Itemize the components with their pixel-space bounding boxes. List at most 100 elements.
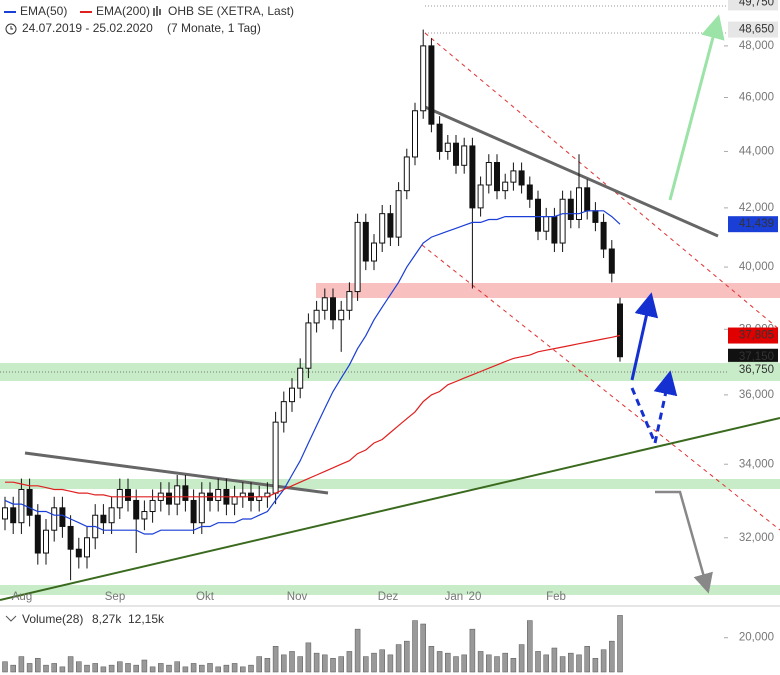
volume-bar <box>248 664 254 673</box>
candle-body <box>34 514 41 554</box>
candle-body <box>559 198 566 244</box>
candle-body <box>469 145 476 209</box>
price-tag <box>728 348 778 365</box>
candle-body <box>576 187 582 220</box>
volume-bar <box>84 664 90 673</box>
volume-bar <box>149 666 156 673</box>
candle-body <box>592 210 599 223</box>
ema-line <box>4 210 621 535</box>
candle-body <box>502 181 509 192</box>
price-tag <box>728 21 778 38</box>
volume-bar <box>313 652 320 673</box>
volume-bar <box>584 646 590 673</box>
x-tick-label: Aug <box>12 591 32 603</box>
volume-bar <box>559 656 566 673</box>
x-tick-label: Sep <box>105 591 125 603</box>
volume-bar <box>502 652 508 673</box>
volume-bar <box>182 666 189 673</box>
volume-bar <box>174 661 180 673</box>
volume-bar <box>445 652 451 673</box>
volume-bar <box>322 654 328 673</box>
volume-bar <box>551 647 558 673</box>
volume-bar <box>125 663 131 673</box>
trend-line <box>0 417 780 601</box>
candle-body <box>108 507 115 524</box>
candle-body <box>2 507 8 520</box>
y-tick-label: 42,000 <box>739 202 774 214</box>
volume-bar <box>592 658 599 673</box>
candle-body <box>526 184 533 200</box>
candle-body <box>100 514 107 524</box>
candle-body <box>608 248 615 274</box>
volume-bar <box>18 656 25 673</box>
candle-body <box>379 213 386 244</box>
volume-bar <box>617 615 623 673</box>
candle-body <box>436 123 443 152</box>
candle-body <box>494 162 500 192</box>
volume-bar <box>518 644 525 673</box>
price-tag <box>728 0 778 11</box>
volume-stat: 8,27k <box>92 612 122 626</box>
volume-bar <box>461 654 467 673</box>
candle-body <box>567 198 574 220</box>
support-zone <box>0 479 780 489</box>
candle-body <box>51 507 58 531</box>
legend-label: OHB SE (XETRA, Last) <box>168 4 294 18</box>
volume-bar <box>297 656 303 673</box>
arrow <box>653 370 678 444</box>
candle-body <box>387 213 394 238</box>
volume-bar <box>576 654 582 673</box>
y-tick-label: 48,000 <box>739 40 774 52</box>
volume-bar <box>535 651 541 673</box>
volume-bar <box>133 664 139 673</box>
volume-tick-label: 20,000 <box>739 632 774 644</box>
volume-bar <box>141 659 148 673</box>
volume-bar <box>272 646 279 673</box>
candle-body <box>215 488 222 501</box>
volume-bar <box>43 664 49 673</box>
volume-bar <box>436 651 443 673</box>
candle-body <box>18 488 25 524</box>
candle-body <box>371 242 377 262</box>
arrow <box>668 14 725 201</box>
arrow <box>655 490 713 594</box>
volume-stat: 12,15k <box>128 612 165 626</box>
y-tick-label: 40,000 <box>739 261 774 273</box>
candle-icon <box>153 6 161 16</box>
volume-bar <box>117 661 123 673</box>
candle-body <box>617 303 623 358</box>
price-tag-label: 37,805 <box>739 330 774 342</box>
candle-body <box>305 322 312 369</box>
price-tag <box>728 327 778 344</box>
candle-body <box>600 221 607 250</box>
price-tag-label: 49,750 <box>739 0 774 8</box>
candle-body <box>297 367 304 389</box>
candle-body <box>84 537 90 558</box>
candle-body <box>43 529 49 554</box>
candle-body <box>412 110 418 158</box>
candle-body <box>584 187 591 212</box>
candle-body <box>190 499 197 524</box>
candle-body <box>10 507 17 524</box>
trend-line <box>424 105 719 238</box>
y-tick-label: 46,000 <box>739 92 774 104</box>
candle-body <box>198 492 205 524</box>
y-tick-label: 34,000 <box>739 458 774 470</box>
collapse-icon <box>5 615 17 622</box>
x-tick-label: Okt <box>196 591 215 603</box>
volume-bar <box>264 658 271 673</box>
volume-bar <box>494 656 500 673</box>
candle-body <box>313 309 320 324</box>
volume-bar <box>76 661 82 673</box>
candle-body <box>453 142 459 166</box>
candle-body <box>444 142 451 152</box>
volume-bar <box>108 664 115 673</box>
volume-bar <box>59 666 66 673</box>
channel-line <box>424 32 780 331</box>
price-tag-label: 37,150 <box>739 351 774 363</box>
x-tick-label: Feb <box>546 591 566 603</box>
volume-bar <box>600 649 607 673</box>
volume-bar <box>305 642 312 673</box>
